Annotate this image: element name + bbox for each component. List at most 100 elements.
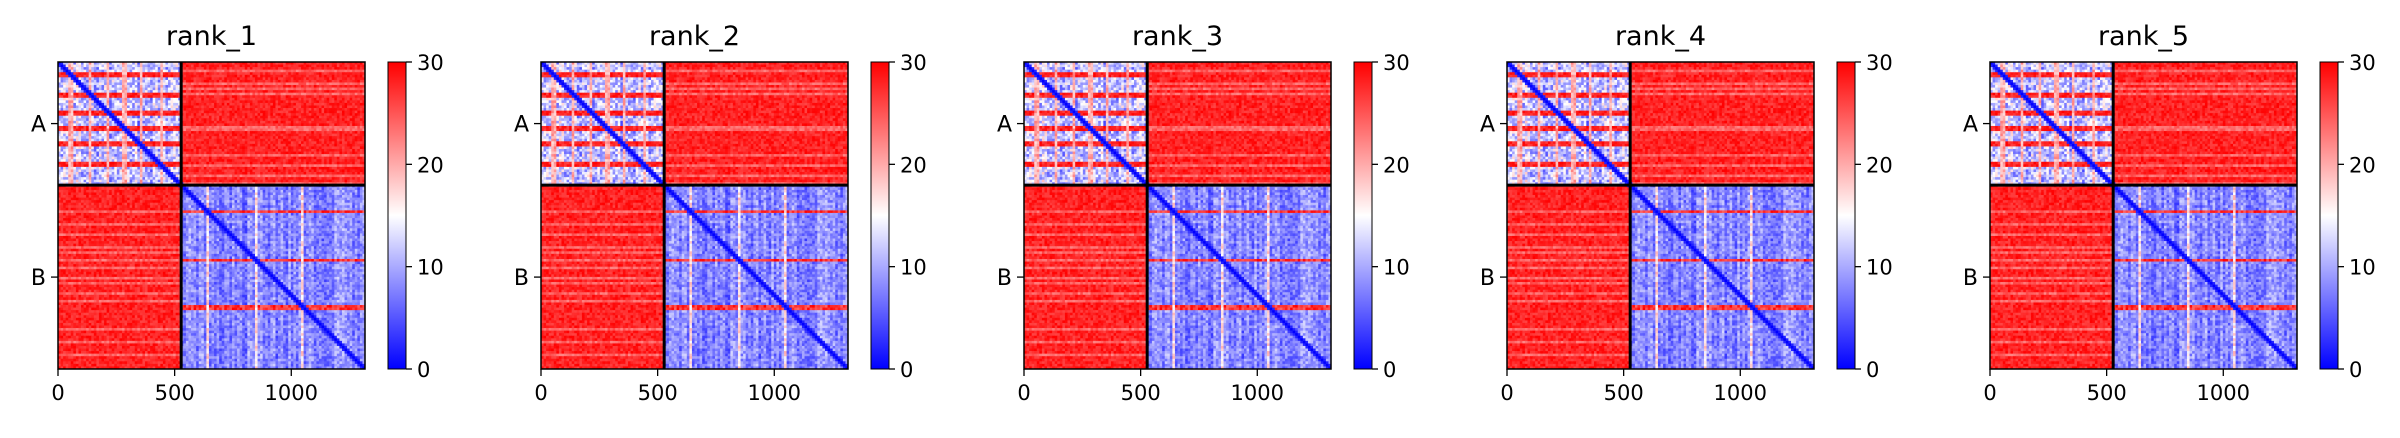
- heatmap-cell: [150, 77, 153, 80]
- heatmap-cell: [61, 75, 64, 78]
- heatmap-cell: [142, 70, 145, 73]
- heatmap-cell: [173, 80, 176, 83]
- heatmap-cell: [350, 70, 353, 73]
- heatmap-cell: [222, 95, 225, 98]
- heatmap-cell: [265, 75, 268, 78]
- heatmap-cell: [191, 98, 194, 101]
- heatmap-cell: [66, 82, 69, 85]
- heatmap-cell: [127, 85, 130, 88]
- heatmap-cell: [222, 93, 225, 96]
- heatmap-cell: [319, 80, 322, 83]
- heatmap-cell: [196, 88, 199, 91]
- heatmap-cell: [91, 98, 94, 101]
- heatmap-cell: [119, 93, 122, 96]
- heatmap-cell: [158, 72, 161, 75]
- heatmap-cell: [265, 70, 268, 73]
- heatmap-cell: [150, 70, 153, 73]
- heatmap-cell: [314, 95, 317, 98]
- heatmap-cell: [186, 100, 189, 103]
- heatmap-cell: [291, 98, 294, 101]
- heatmap-cell: [171, 85, 174, 88]
- heatmap-cell: [168, 100, 171, 103]
- heatmap-cell: [191, 65, 194, 68]
- heatmap-cell: [263, 70, 266, 73]
- heatmap-cell: [104, 80, 107, 83]
- heatmap-cell: [258, 98, 261, 101]
- heatmap-cell: [229, 98, 232, 101]
- heatmap-cell: [304, 72, 307, 75]
- heatmap-cell: [142, 65, 145, 68]
- heatmap-cell: [199, 90, 202, 93]
- heatmap-cell: [250, 70, 253, 73]
- heatmap-cell: [112, 98, 115, 101]
- heatmap-cell: [227, 82, 230, 85]
- heatmap-cell: [119, 85, 122, 88]
- heatmap-cell: [324, 90, 327, 93]
- heatmap-cell: [61, 85, 64, 88]
- heatmap-cell: [171, 65, 174, 68]
- heatmap-cell: [245, 70, 248, 73]
- heatmap-cell: [206, 77, 209, 80]
- heatmap-cell: [265, 80, 268, 83]
- heatmap-cell: [206, 90, 209, 93]
- heatmap-cell: [76, 98, 79, 101]
- heatmap-cell: [322, 95, 325, 98]
- heatmap-cell: [173, 98, 176, 101]
- heatmap-cell: [160, 88, 163, 91]
- heatmap-cell: [109, 77, 112, 80]
- heatmap-cell: [173, 100, 176, 103]
- heatmap-cell: [324, 85, 327, 88]
- heatmap-cell: [227, 80, 230, 83]
- heatmap-cell: [107, 82, 110, 85]
- heatmap-cell: [288, 95, 291, 98]
- heatmap-cell: [94, 77, 97, 80]
- heatmap-cell: [188, 95, 191, 98]
- heatmap-cell: [227, 93, 230, 96]
- heatmap-cell: [309, 80, 312, 83]
- heatmap-cell: [258, 67, 261, 70]
- heatmap-cell: [240, 88, 243, 91]
- heatmap-cell: [260, 88, 263, 91]
- heatmap-cell: [76, 80, 79, 83]
- heatmap-cell: [347, 95, 350, 98]
- heatmap-cell: [291, 90, 294, 93]
- heatmap-cell: [137, 85, 140, 88]
- heatmap-cell: [99, 65, 102, 68]
- heatmap-cell: [163, 88, 166, 91]
- heatmap-cell: [188, 70, 191, 73]
- heatmap-cell: [132, 72, 135, 75]
- heatmap-cell: [125, 85, 128, 88]
- heatmap-cell: [196, 67, 199, 70]
- heatmap-cell: [112, 75, 115, 78]
- heatmap-cell: [158, 100, 161, 103]
- heatmap-cell: [194, 72, 197, 75]
- heatmap-cell: [109, 100, 112, 103]
- heatmap-cell: [78, 75, 81, 78]
- heatmap-cell: [132, 80, 135, 83]
- heatmap-cell: [112, 95, 115, 98]
- heatmap-cell: [183, 70, 186, 73]
- heatmap-cell: [237, 85, 240, 88]
- heatmap-cell: [345, 98, 348, 101]
- heatmap-cell: [130, 82, 133, 85]
- heatmap-cell: [109, 85, 112, 88]
- heatmap-cell: [191, 77, 194, 80]
- heatmap-cell: [112, 100, 115, 103]
- heatmap-cell: [91, 88, 94, 91]
- heatmap-cell: [209, 98, 212, 101]
- heatmap-cell: [345, 90, 348, 93]
- heatmap-cell: [270, 88, 273, 91]
- heatmap-cell: [206, 82, 209, 85]
- heatmap-cell: [142, 90, 145, 93]
- heatmap-cell: [235, 72, 238, 75]
- heatmap-cell: [278, 80, 281, 83]
- heatmap-cell: [165, 98, 168, 101]
- heatmap-cell: [278, 85, 281, 88]
- heatmap-cell: [176, 67, 179, 70]
- heatmap-cell: [252, 93, 255, 96]
- heatmap-cell: [245, 93, 248, 96]
- heatmap-cell: [176, 65, 179, 68]
- heatmap-cell: [355, 70, 358, 73]
- heatmap-cell: [291, 67, 294, 70]
- heatmap-cell: [81, 70, 84, 73]
